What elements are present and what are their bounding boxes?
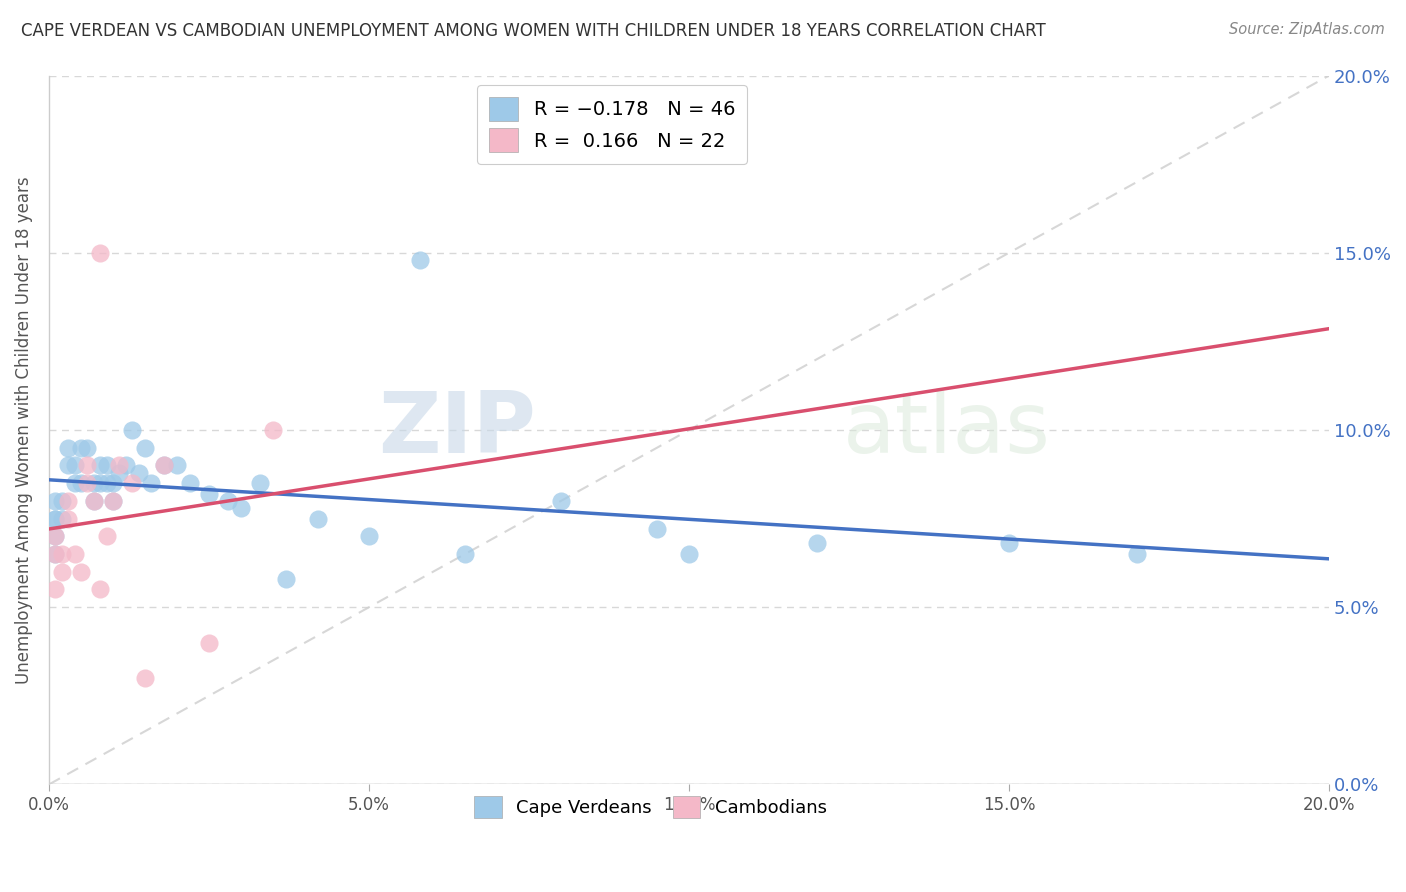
Point bbox=[76, 476, 98, 491]
Point bbox=[198, 635, 221, 649]
Point bbox=[89, 476, 111, 491]
Point bbox=[1126, 547, 1149, 561]
Point bbox=[645, 522, 668, 536]
Point bbox=[153, 458, 176, 473]
Point bbox=[101, 494, 124, 508]
Point bbox=[153, 458, 176, 473]
Point bbox=[51, 565, 73, 579]
Point bbox=[44, 529, 66, 543]
Point bbox=[409, 252, 432, 267]
Point bbox=[44, 547, 66, 561]
Point bbox=[96, 476, 118, 491]
Point bbox=[76, 441, 98, 455]
Point bbox=[51, 547, 73, 561]
Point bbox=[56, 494, 79, 508]
Point bbox=[141, 476, 163, 491]
Point bbox=[108, 458, 131, 473]
Point bbox=[198, 487, 221, 501]
Point bbox=[357, 529, 380, 543]
Point bbox=[128, 466, 150, 480]
Y-axis label: Unemployment Among Women with Children Under 18 years: Unemployment Among Women with Children U… bbox=[15, 176, 32, 684]
Point bbox=[63, 476, 86, 491]
Point bbox=[249, 476, 271, 491]
Point bbox=[89, 245, 111, 260]
Point bbox=[101, 476, 124, 491]
Point bbox=[70, 441, 93, 455]
Point bbox=[44, 494, 66, 508]
Point bbox=[121, 423, 143, 437]
Point bbox=[114, 458, 136, 473]
Point bbox=[166, 458, 188, 473]
Point bbox=[70, 565, 93, 579]
Point bbox=[134, 671, 156, 685]
Point bbox=[56, 458, 79, 473]
Point bbox=[121, 476, 143, 491]
Point bbox=[550, 494, 572, 508]
Point bbox=[229, 500, 252, 515]
Point bbox=[101, 494, 124, 508]
Point bbox=[89, 458, 111, 473]
Point bbox=[806, 536, 828, 550]
Point bbox=[262, 423, 284, 437]
Point bbox=[44, 511, 66, 525]
Text: atlas: atlas bbox=[842, 389, 1050, 472]
Point bbox=[83, 476, 105, 491]
Point bbox=[454, 547, 477, 561]
Point bbox=[96, 529, 118, 543]
Point bbox=[56, 511, 79, 525]
Point bbox=[44, 547, 66, 561]
Point bbox=[274, 572, 297, 586]
Point bbox=[83, 494, 105, 508]
Point bbox=[44, 582, 66, 597]
Text: Source: ZipAtlas.com: Source: ZipAtlas.com bbox=[1229, 22, 1385, 37]
Point bbox=[89, 582, 111, 597]
Point bbox=[179, 476, 201, 491]
Point bbox=[44, 511, 66, 525]
Point bbox=[998, 536, 1021, 550]
Text: CAPE VERDEAN VS CAMBODIAN UNEMPLOYMENT AMONG WOMEN WITH CHILDREN UNDER 18 YEARS : CAPE VERDEAN VS CAMBODIAN UNEMPLOYMENT A… bbox=[21, 22, 1046, 40]
Legend: Cape Verdeans, Cambodians: Cape Verdeans, Cambodians bbox=[467, 789, 834, 825]
Point bbox=[96, 458, 118, 473]
Point bbox=[44, 529, 66, 543]
Point bbox=[83, 494, 105, 508]
Point bbox=[63, 458, 86, 473]
Point bbox=[63, 547, 86, 561]
Point bbox=[70, 476, 93, 491]
Point bbox=[56, 441, 79, 455]
Point bbox=[134, 441, 156, 455]
Point bbox=[76, 458, 98, 473]
Text: ZIP: ZIP bbox=[378, 389, 536, 472]
Point bbox=[51, 511, 73, 525]
Point bbox=[307, 511, 329, 525]
Point bbox=[678, 547, 700, 561]
Point bbox=[217, 494, 239, 508]
Point bbox=[108, 466, 131, 480]
Point bbox=[51, 494, 73, 508]
